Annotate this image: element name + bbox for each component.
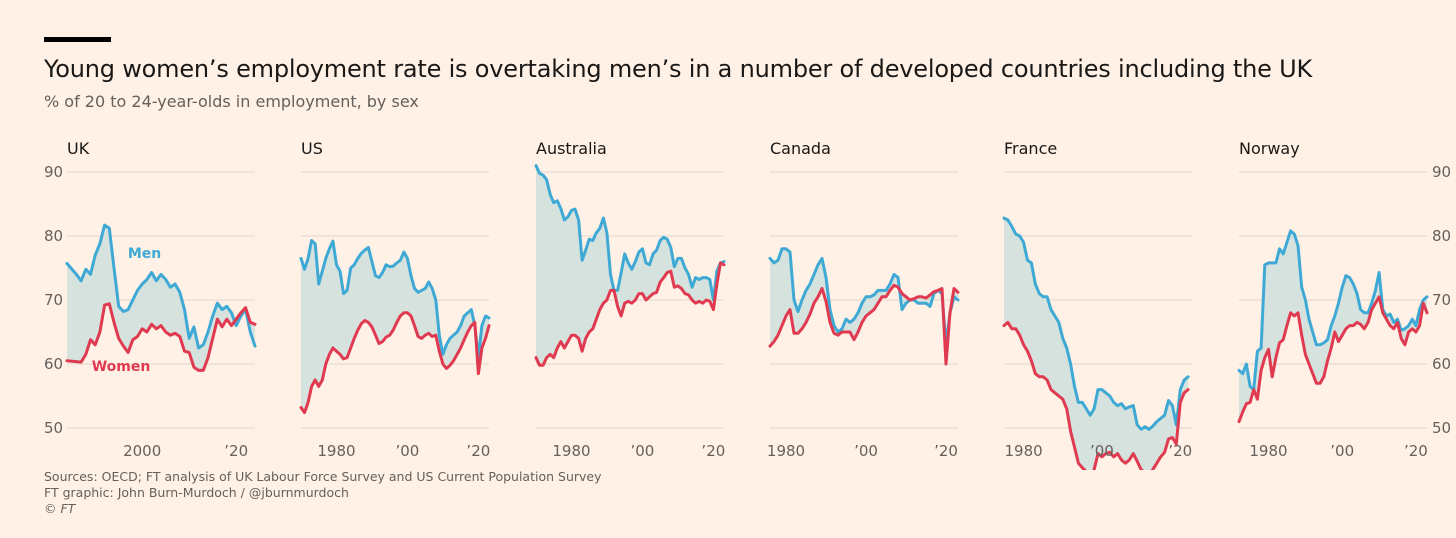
panel-france: France 1980 ’00 ’20 <box>1002 139 1192 470</box>
credit-note: FT graphic: John Burn-Murdoch / @jburnmu… <box>44 485 349 500</box>
x-tick-label: ’20 <box>1404 442 1428 460</box>
y-tick-label: 90 <box>44 163 63 181</box>
series-label-women: Women <box>92 359 151 375</box>
gap-area <box>301 240 489 413</box>
panel-title-norway: Norway <box>1239 139 1300 158</box>
panel-title-france: France <box>1004 139 1057 158</box>
x-tick-label: ’00 <box>1330 442 1354 460</box>
y-tick-label: 50 <box>1432 419 1451 437</box>
y-tick-label: 60 <box>1432 355 1451 373</box>
chart-subtitle: % of 20 to 24-year-olds in employment, b… <box>44 92 419 111</box>
x-tick-label: ’00 <box>854 442 878 460</box>
y-tick-label: 50 <box>44 419 63 437</box>
x-tick-label: 1980 <box>317 442 355 460</box>
x-tick-label: ’20 <box>934 442 958 460</box>
y-tick-label: 80 <box>1432 227 1451 245</box>
gap-area <box>1239 230 1427 422</box>
series-line-women <box>534 261 726 367</box>
panel-title-uk: UK <box>67 139 90 158</box>
series-line-women <box>1237 295 1429 424</box>
chart-title: Young women’s employment rate is overtak… <box>44 55 1313 83</box>
panel-canada: Canada 1980 ’00 ’20 <box>767 139 960 460</box>
series-line-women <box>299 311 491 415</box>
series-line-men <box>534 164 726 302</box>
series-line-women <box>768 283 960 366</box>
panel-uk: UK 2000 ’20 50 60 70 80 90 Men Women <box>44 139 257 460</box>
panel-title-australia: Australia <box>536 139 607 158</box>
y-tick-label: 70 <box>1432 291 1451 309</box>
x-tick-label: ’20 <box>701 442 725 460</box>
series-line-men <box>1002 216 1190 431</box>
gap-area <box>1004 218 1189 470</box>
x-tick-label: 1980 <box>1004 442 1042 460</box>
y-tick-label: 80 <box>44 227 63 245</box>
panel-title-canada: Canada <box>770 139 831 158</box>
ft-brand-bar <box>44 37 111 42</box>
x-tick-label: ’00 <box>395 442 419 460</box>
copyright-note: © FT <box>44 501 76 516</box>
x-tick-label: 1980 <box>1249 442 1287 460</box>
y-tick-label: 90 <box>1432 163 1451 181</box>
series-line-men <box>1237 229 1429 392</box>
sources-note: Sources: OECD; FT analysis of UK Labour … <box>44 469 602 484</box>
series-line-women <box>1002 320 1190 470</box>
series-line-men <box>65 223 257 350</box>
small-multiples-charts: UK2000’205060708090MenWomenUS1980’00’20A… <box>44 139 1451 470</box>
gap-area <box>536 165 724 366</box>
series-line-men <box>768 247 960 347</box>
panel-australia: Australia 1980 ’00 ’20 <box>534 139 726 460</box>
x-tick-label: ’20 <box>1168 442 1192 460</box>
y-tick-label: 70 <box>44 291 63 309</box>
panel-title-us: US <box>301 139 323 158</box>
x-tick-label: ’00 <box>630 442 654 460</box>
x-tick-label: 1980 <box>767 442 805 460</box>
x-tick-label: ’00 <box>1090 442 1114 460</box>
x-tick-label: ’20 <box>466 442 490 460</box>
x-tick-label: ’20 <box>224 442 248 460</box>
x-tick-label: 2000 <box>123 442 161 460</box>
y-tick-label: 60 <box>44 355 63 373</box>
gap-area <box>770 248 958 364</box>
x-tick-label: 1980 <box>552 442 590 460</box>
series-line-men <box>299 239 491 360</box>
chart-footer: Sources: OECD; FT analysis of UK Labour … <box>44 469 602 517</box>
series-label-men: Men <box>128 246 161 262</box>
series-line-women <box>65 302 257 372</box>
panel-us: US 1980 ’00 ’20 <box>299 139 491 460</box>
